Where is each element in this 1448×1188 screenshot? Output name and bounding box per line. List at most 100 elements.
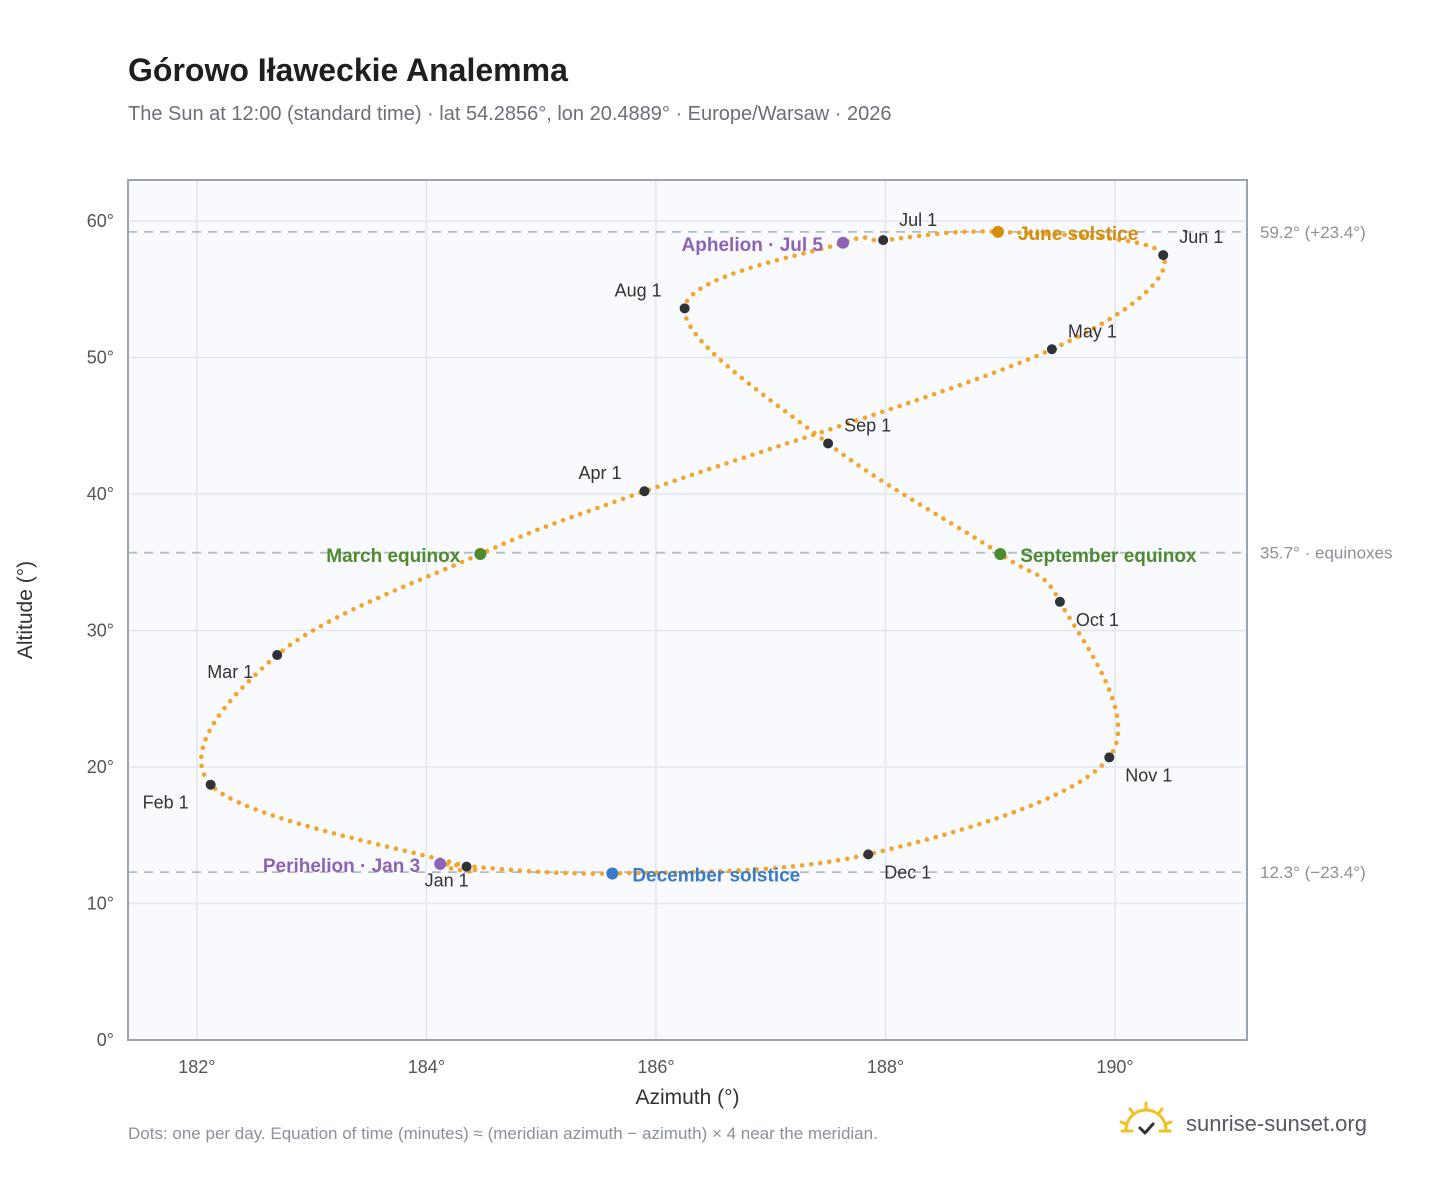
day-dot xyxy=(690,869,696,875)
day-dot xyxy=(994,816,999,821)
day-dot xyxy=(792,253,797,258)
event-marker-label: Perihelion · Jan 3 xyxy=(263,856,420,877)
day-dot xyxy=(736,868,741,873)
day-dot xyxy=(1025,357,1031,362)
day-dot xyxy=(518,534,523,539)
day-dot xyxy=(944,230,949,236)
day-dot xyxy=(270,813,276,818)
day-dot xyxy=(318,623,324,629)
day-dot xyxy=(493,545,498,550)
day-dot xyxy=(774,257,780,263)
brand-link[interactable]: sunrise-sunset.org xyxy=(1118,1100,1367,1148)
day-dot xyxy=(351,607,356,612)
day-dot xyxy=(793,438,799,443)
day-dot xyxy=(253,807,258,812)
x-axis-title: Azimuth (°) xyxy=(635,1086,739,1109)
day-dot xyxy=(956,525,962,531)
event-marker xyxy=(837,236,850,249)
day-dot xyxy=(1134,240,1140,246)
day-dot xyxy=(1116,237,1122,243)
day-dot xyxy=(706,281,711,287)
day-dot xyxy=(552,521,557,526)
month-marker-label: Oct 1 xyxy=(1076,610,1119,630)
day-dot xyxy=(590,871,596,876)
day-dot xyxy=(1053,792,1059,797)
day-dot xyxy=(974,376,980,382)
day-dot xyxy=(964,530,970,536)
day-dot xyxy=(227,698,233,704)
day-dot xyxy=(1011,809,1017,815)
day-dot xyxy=(699,869,705,875)
day-dot xyxy=(1072,623,1077,628)
day-dot xyxy=(933,834,938,840)
day-dot xyxy=(402,848,408,854)
day-dot xyxy=(948,521,954,526)
day-dot xyxy=(748,265,753,271)
event-marker xyxy=(474,548,487,561)
day-dot xyxy=(871,473,876,478)
day-dot xyxy=(1061,788,1067,793)
day-dot xyxy=(1090,654,1096,660)
day-dot xyxy=(1162,259,1167,265)
day-dot xyxy=(509,537,515,543)
day-dot xyxy=(375,842,381,847)
day-dot xyxy=(349,835,355,841)
day-dot xyxy=(261,810,267,815)
event-marker xyxy=(991,225,1004,238)
reference-lines: 59.2° (+23.4°) 35.7° · equinoxes 12.3° (−2… xyxy=(128,223,1393,882)
day-dot xyxy=(1045,796,1050,801)
day-dot xyxy=(1034,572,1040,578)
day-dot xyxy=(1110,749,1116,754)
day-dot xyxy=(1125,238,1131,244)
day-dot xyxy=(819,429,825,435)
page-subtitle: The Sun at 12:00 (standard time) · lat 5… xyxy=(128,103,892,125)
day-dot xyxy=(1114,713,1120,718)
day-dot xyxy=(897,403,902,409)
month-marker xyxy=(1054,596,1065,607)
day-dot xyxy=(889,846,894,851)
day-dot xyxy=(499,866,505,872)
day-dot xyxy=(1002,813,1008,818)
day-dot xyxy=(426,573,431,579)
day-dot xyxy=(603,502,609,508)
day-dot xyxy=(1156,276,1161,281)
day-dot xyxy=(835,858,841,863)
brand-name: sunrise-sunset.org xyxy=(1186,1111,1367,1136)
month-marker-label: Apr 1 xyxy=(578,463,621,483)
day-dot xyxy=(983,373,988,379)
day-dot xyxy=(1130,301,1135,307)
day-dot xyxy=(817,860,823,866)
day-dot xyxy=(802,435,807,441)
day-dot xyxy=(296,821,302,826)
x-tick-label: 188° xyxy=(867,1057,904,1077)
day-dot xyxy=(1112,704,1118,710)
day-dot xyxy=(942,832,947,837)
day-dot xyxy=(879,478,884,483)
y-tick-label: 30° xyxy=(87,620,114,640)
day-dot xyxy=(871,237,877,243)
day-dot xyxy=(812,430,817,436)
day-dot xyxy=(654,870,659,875)
day-dot xyxy=(535,527,540,533)
day-dot xyxy=(1085,774,1090,780)
day-dot xyxy=(1042,350,1048,355)
axes: 182° 184° 186° 188° 190° 0° 10° 20° 30° 40° 50° 60° xyxy=(87,211,1134,1077)
day-dot xyxy=(322,828,328,834)
day-dot xyxy=(880,409,885,415)
day-dot xyxy=(1042,577,1047,583)
day-dot xyxy=(599,871,605,876)
day-dot xyxy=(246,678,252,684)
event-marker-label: June solstice xyxy=(1018,224,1138,245)
day-dot xyxy=(689,472,695,478)
day-dot xyxy=(739,375,745,381)
day-dot xyxy=(535,869,541,875)
month-marker xyxy=(272,650,283,661)
day-dot xyxy=(898,235,904,241)
day-dot xyxy=(490,866,496,871)
day-dot xyxy=(718,358,724,363)
event-marker-label: March equinox xyxy=(326,546,461,567)
month-marker-label: Dec 1 xyxy=(884,862,931,882)
day-dot xyxy=(1081,638,1087,644)
day-dot xyxy=(544,870,550,875)
month-marker-label: Feb 1 xyxy=(143,793,189,813)
